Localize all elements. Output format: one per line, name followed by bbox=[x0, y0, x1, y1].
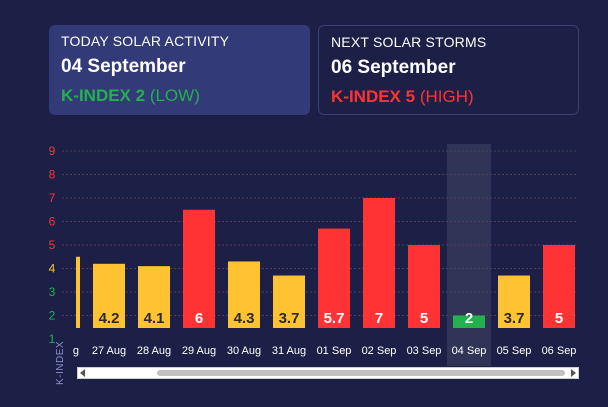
bar-value-label: 3.7 bbox=[504, 310, 525, 327]
x-tick-label: 03 Sep bbox=[407, 345, 442, 357]
y-tick-label: 7 bbox=[49, 191, 56, 205]
bar-value-label: 3.7 bbox=[279, 310, 300, 327]
x-tick-label: 31 Aug bbox=[272, 345, 306, 357]
today-card-label: TODAY SOLAR ACTIVITY bbox=[61, 33, 230, 49]
bar bbox=[363, 198, 395, 328]
bar bbox=[228, 261, 260, 328]
y-tick-label: 6 bbox=[49, 215, 56, 229]
x-tick-label: 30 Aug bbox=[227, 345, 261, 357]
x-tick-label: 28 Aug bbox=[137, 345, 171, 357]
bar-value-label: 4.2 bbox=[99, 310, 120, 327]
bar-value-label: 4.1 bbox=[144, 310, 165, 327]
next-storms-card: NEXT SOLAR STORMS 06 September K-INDEX 5… bbox=[318, 25, 579, 115]
scroll-right-arrow-icon[interactable] bbox=[571, 369, 576, 377]
bar-value-label: 5 bbox=[420, 310, 428, 327]
bar bbox=[138, 266, 170, 328]
today-kindex-level: (LOW) bbox=[149, 86, 200, 105]
x-tick-label: 02 Sep bbox=[362, 345, 397, 357]
scroll-left-arrow-icon[interactable] bbox=[80, 369, 85, 377]
today-activity-card: TODAY SOLAR ACTIVITY 04 September K-INDE… bbox=[49, 25, 310, 115]
y-tick-label: 5 bbox=[49, 238, 56, 252]
bar bbox=[408, 245, 440, 328]
bar bbox=[318, 228, 350, 328]
next-kindex-value: K-INDEX 5 bbox=[331, 87, 416, 106]
bar bbox=[543, 245, 575, 328]
y-tick-label: 8 bbox=[49, 168, 56, 182]
bar bbox=[273, 275, 305, 328]
bar-value-label: 7 bbox=[375, 310, 383, 327]
x-tick-label: 06 Sep bbox=[542, 345, 577, 357]
bar-value-label: 5.7 bbox=[324, 310, 345, 327]
y-tick-label: 2 bbox=[49, 309, 56, 323]
next-card-date: 06 September bbox=[331, 57, 456, 78]
next-kindex: K-INDEX 5 (HIGH) bbox=[331, 87, 566, 107]
x-tick-label: 27 Aug bbox=[92, 345, 126, 357]
x-tick-label: 04 Sep bbox=[452, 345, 487, 357]
y-tick-label: 9 bbox=[49, 144, 56, 158]
bar-value-label: 5 bbox=[555, 310, 563, 327]
x-tick-label: 05 Sep bbox=[497, 345, 532, 357]
bar bbox=[93, 263, 125, 328]
today-card-date: 04 September bbox=[61, 56, 186, 77]
bar bbox=[183, 209, 215, 328]
today-kindex: K-INDEX 2 (LOW) bbox=[61, 86, 298, 106]
scroll-thumb[interactable] bbox=[157, 370, 565, 376]
chart-scrollbar[interactable] bbox=[77, 367, 579, 379]
y-tick-label: 1 bbox=[49, 332, 56, 346]
y-tick-label: 4 bbox=[49, 262, 56, 276]
x-tick-label: g bbox=[73, 345, 79, 357]
today-kindex-value: K-INDEX 2 bbox=[61, 86, 146, 105]
highlight-column bbox=[447, 144, 491, 366]
bar-value-label: 4.3 bbox=[234, 310, 255, 327]
y-tick-label: 3 bbox=[49, 285, 56, 299]
next-kindex-level: (HIGH) bbox=[419, 87, 474, 106]
x-tick-label: 29 Aug bbox=[182, 345, 216, 357]
y-axis-title: K-INDEX bbox=[55, 340, 66, 385]
next-card-label: NEXT SOLAR STORMS bbox=[331, 34, 487, 50]
bar-value-label: 6 bbox=[195, 310, 203, 327]
bar bbox=[498, 275, 530, 328]
bar-value-label: 2 bbox=[465, 310, 473, 327]
bar-partial bbox=[76, 256, 80, 328]
x-tick-label: 01 Sep bbox=[317, 345, 352, 357]
bar bbox=[453, 315, 485, 328]
